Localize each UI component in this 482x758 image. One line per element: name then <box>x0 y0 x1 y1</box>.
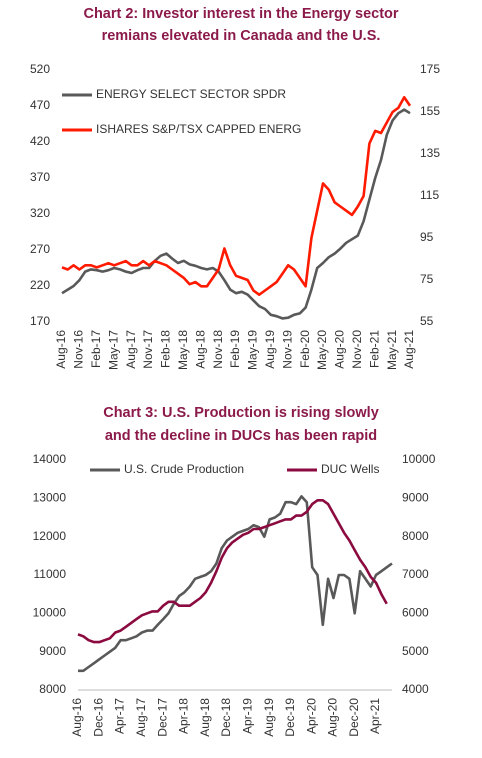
x-tick-label: Apr-17 <box>113 698 127 734</box>
chart-title: Chart 2: Investor interest in the Energy… <box>83 6 398 22</box>
legend-label: DUC Wells <box>321 462 379 476</box>
x-tick-label: Feb-20 <box>298 330 312 368</box>
y2-tick-label: 175 <box>420 62 440 76</box>
x-tick-label: Aug-16 <box>70 698 84 737</box>
x-tick-label: Aug-20 <box>326 698 340 737</box>
x-tick-label: Dec-19 <box>283 698 297 737</box>
x-tick-label: Aug-17 <box>134 698 148 737</box>
x-tick-label: Feb-19 <box>228 330 242 368</box>
x-tick-label: May-18 <box>176 330 190 370</box>
y2-tick-label: 55 <box>420 314 434 328</box>
y-tick-label: 420 <box>30 134 50 148</box>
x-tick-label: May-19 <box>246 330 260 370</box>
x-tick-label: May-21 <box>385 330 399 370</box>
x-tick-label: Nov-17 <box>141 330 155 369</box>
series-line <box>78 495 393 673</box>
chart-title: Chart 3: U.S. Production is rising slowl… <box>103 405 379 421</box>
series-line <box>77 499 388 644</box>
y2-tick-label: 75 <box>420 272 434 286</box>
y2-tick-label: 9000 <box>402 491 429 505</box>
y2-tick-label: 155 <box>420 104 440 118</box>
y2-tick-label: 7000 <box>402 567 429 581</box>
y2-tick-label: 115 <box>420 188 439 202</box>
x-tick-label: Aug-19 <box>263 330 277 369</box>
x-tick-label: Nov-16 <box>72 330 86 369</box>
x-tick-label: May-20 <box>315 330 329 370</box>
x-tick-label: Feb-21 <box>367 330 381 368</box>
y2-tick-label: 5000 <box>402 644 429 658</box>
chart-title: remians elevated in Canada and the U.S. <box>102 28 381 44</box>
y2-tick-label: 4000 <box>402 682 429 696</box>
x-tick-label: Nov-20 <box>350 330 364 369</box>
series-line <box>61 96 412 296</box>
x-tick-label: Aug-16 <box>54 330 68 369</box>
x-tick-label: Dec-20 <box>347 698 361 737</box>
x-tick-label: Dec-16 <box>91 698 105 737</box>
x-tick-label: May-17 <box>106 330 120 370</box>
y2-tick-label: 10000 <box>402 452 436 466</box>
y-tick-label: 370 <box>30 170 50 184</box>
legend-label: ENERGY SELECT SECTOR SPDR <box>96 87 286 101</box>
y-tick-label: 14000 <box>33 452 67 466</box>
x-tick-label: Nov-19 <box>280 330 294 369</box>
y-tick-label: 470 <box>30 98 50 112</box>
x-tick-label: Aug-19 <box>262 698 276 737</box>
y-tick-label: 10000 <box>33 606 67 620</box>
y-tick-label: 13000 <box>33 491 67 505</box>
x-tick-label: Feb-17 <box>89 330 103 368</box>
y-tick-label: 220 <box>30 278 50 292</box>
y-tick-label: 520 <box>30 62 50 76</box>
x-tick-label: Apr-20 <box>304 698 318 734</box>
y-tick-label: 320 <box>30 206 50 220</box>
chart-title: and the decline in DUCs has been rapid <box>105 428 377 444</box>
x-tick-label: Dec-18 <box>219 698 233 737</box>
x-tick-label: Aug-17 <box>124 330 138 369</box>
x-tick-label: Apr-21 <box>368 698 382 734</box>
x-tick-label: Nov-18 <box>211 330 225 369</box>
x-tick-label: Aug-18 <box>193 330 207 369</box>
y-tick-label: 12000 <box>33 529 67 543</box>
x-tick-label: Aug-21 <box>402 330 416 369</box>
x-tick-label: Dec-17 <box>155 698 169 737</box>
legend-label: ISHARES S&P/TSX CAPPED ENERG <box>96 122 301 136</box>
series-line <box>61 108 411 320</box>
y-tick-label: 11000 <box>34 567 67 581</box>
legend-label: U.S. Crude Production <box>124 462 244 476</box>
y2-tick-label: 6000 <box>402 606 429 620</box>
y2-tick-label: 95 <box>420 230 434 244</box>
y2-tick-label: 135 <box>420 146 440 160</box>
x-tick-label: Aug-18 <box>198 698 212 737</box>
y-tick-label: 270 <box>30 242 50 256</box>
y-tick-label: 8000 <box>39 682 66 696</box>
y-tick-label: 170 <box>30 314 50 328</box>
x-tick-label: Apr-18 <box>177 698 191 734</box>
x-tick-label: Apr-19 <box>240 698 254 734</box>
x-tick-label: Aug-20 <box>333 330 347 369</box>
y2-tick-label: 8000 <box>402 529 429 543</box>
x-tick-label: Feb-18 <box>159 330 173 368</box>
y-tick-label: 9000 <box>39 644 66 658</box>
